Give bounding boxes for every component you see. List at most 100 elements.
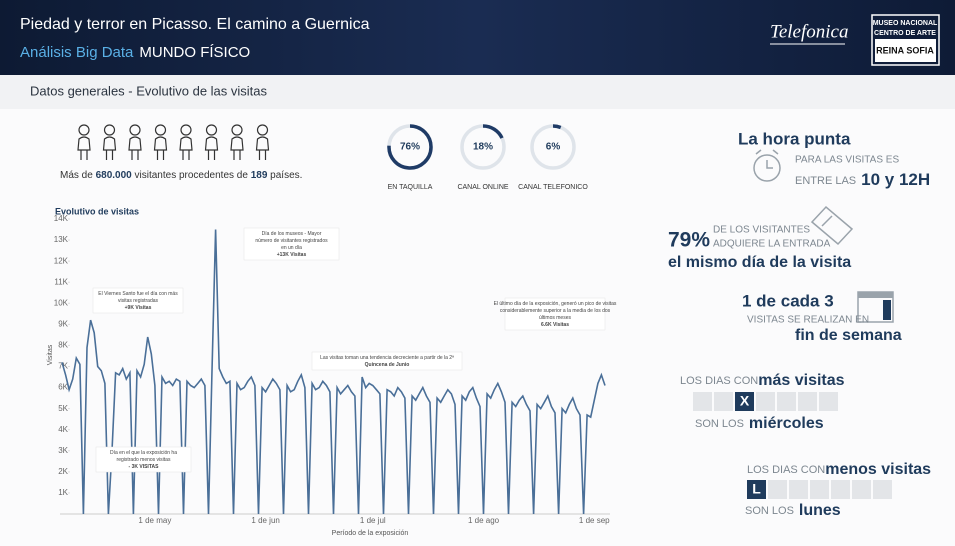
annotation-box [243, 227, 340, 261]
annotation-box [311, 351, 463, 371]
x-axis-title: Período de la exposición [332, 530, 409, 537]
highlight-text: VISITAS SE REALIZAN EN [747, 315, 869, 326]
y-axis-title: Visitas [47, 344, 54, 365]
person-body [128, 136, 142, 160]
subtitle: MUNDO FÍSICO [139, 44, 250, 61]
highlight-text: ENTRE LAS 10 y 12H [795, 170, 930, 189]
y-tick-label: 8K [58, 341, 68, 350]
highlight-strong: menos visitas [825, 461, 931, 478]
x-tick-label: 1 de sep [579, 516, 610, 525]
day-box [852, 480, 871, 499]
person-body [102, 136, 117, 160]
person-head [78, 124, 90, 136]
annotation-text: registrado menos visitas [117, 457, 171, 463]
x-tick-label: 1 de jun [251, 516, 279, 525]
day-box [789, 480, 808, 499]
donut-arc [552, 124, 562, 130]
person-head [154, 124, 167, 136]
y-tick-label: 4K [58, 425, 68, 434]
annotation-text: Día en el que la exposición ha [110, 450, 177, 456]
donut-value: 76% [400, 142, 420, 153]
highlight-strong: 1 de cada 3 [742, 291, 834, 310]
header [0, 0, 955, 75]
day-box [798, 392, 817, 411]
donut-arc [387, 124, 433, 170]
annotation-text: - 3K VISITAS [129, 464, 160, 470]
highlight-text: ADQUIERE LA ENTRADA [713, 239, 831, 250]
museo-logo [871, 14, 940, 66]
day-box [693, 392, 712, 411]
chart-title: Evolutivo de visitas [55, 206, 139, 216]
y-tick-label: 2K [58, 467, 68, 476]
highlight-strong: lunes [799, 502, 841, 519]
y-tick-label: 10K [54, 298, 69, 307]
telefonica-logo: Telefonica [770, 21, 848, 42]
annotation-box [92, 287, 184, 314]
person-head [231, 124, 243, 136]
highlight-strong: 79% [668, 229, 710, 252]
text: SON LOS [745, 505, 794, 517]
charts: Evolutivo de visitas Visitas Período de la… [47, 124, 617, 537]
text: LOS DIAS CON [680, 375, 758, 387]
annotation-text: en un día [281, 245, 302, 251]
person-head [205, 124, 218, 136]
text: ENTRE LAS [795, 175, 856, 187]
annotation-text: Quincena de Junio [365, 362, 410, 368]
x-tick-label: 1 de ago [468, 516, 500, 525]
subtitle-label: Análisis Big Data [20, 44, 134, 61]
highlight-title: La hora punta [738, 129, 851, 148]
annotation-text: +13K Visitas [277, 252, 307, 258]
day-letter: X [740, 393, 750, 409]
donut-label: EN TAQUILLA [388, 184, 433, 191]
donut-label: CANAL ONLINE [457, 184, 508, 191]
person-body [204, 136, 219, 160]
text: 189 [251, 170, 268, 181]
y-tick-label: 9K [58, 319, 68, 328]
highlight-strong: 10 y 12H [861, 170, 930, 189]
y-tick-label: 5K [58, 404, 68, 413]
y-tick-label: 13K [54, 235, 69, 244]
donut-arc [482, 124, 504, 139]
x-tick-label: 1 de jul [360, 516, 386, 525]
day-box [831, 480, 850, 499]
day-box [735, 392, 754, 411]
day-box [768, 480, 787, 499]
day-box [819, 392, 838, 411]
day-box [714, 392, 733, 411]
annotation-text: 6.6K Visitas [541, 322, 569, 328]
day-box [777, 392, 796, 411]
annotation-text: +9K Visitas [125, 305, 152, 311]
museo-line: MUSEO NACIONAL [873, 20, 938, 27]
highlight-text: PARA LAS VISITAS ES [795, 155, 899, 166]
y-tick-label: 3K [58, 446, 68, 455]
museo-box [875, 39, 936, 62]
text: visitantes procedentes de [132, 170, 251, 181]
y-tick-label: 6K [58, 383, 68, 392]
person-body [179, 136, 193, 160]
day-box [810, 480, 829, 499]
highlight-text: DE LOS VISITANTES [713, 225, 810, 236]
person-head [129, 124, 141, 136]
annotation-text: número de visitantes registrados [255, 238, 328, 244]
museo-line: REINA SOFIA [876, 45, 934, 55]
clock-icon [753, 149, 781, 182]
highlight-text: LOS DIAS CONmenos visitas [747, 461, 931, 478]
person-body [255, 136, 270, 160]
donut-label: CANAL TELEFONICO [518, 184, 588, 191]
annotation-text: últimos meses [539, 315, 571, 321]
person-head [103, 124, 116, 136]
highlight-strong: miércoles [749, 415, 824, 432]
highlight-text: SON LOS lunes [745, 502, 841, 519]
museo-line: CENTRO DE ARTE [874, 30, 936, 37]
day-letter: L [752, 481, 761, 497]
text: SON LOS [695, 418, 744, 430]
day-box [756, 392, 775, 411]
annotation-text: El Viernes Santo fue el día con más [98, 291, 178, 297]
people-icons [77, 124, 270, 160]
person-body [153, 136, 168, 160]
annotation-text: visitas registradas [118, 298, 159, 304]
x-tick-label: 1 de may [138, 516, 171, 525]
highlight-strong: fin de semana [795, 327, 902, 344]
day-boxes: L [747, 480, 892, 499]
